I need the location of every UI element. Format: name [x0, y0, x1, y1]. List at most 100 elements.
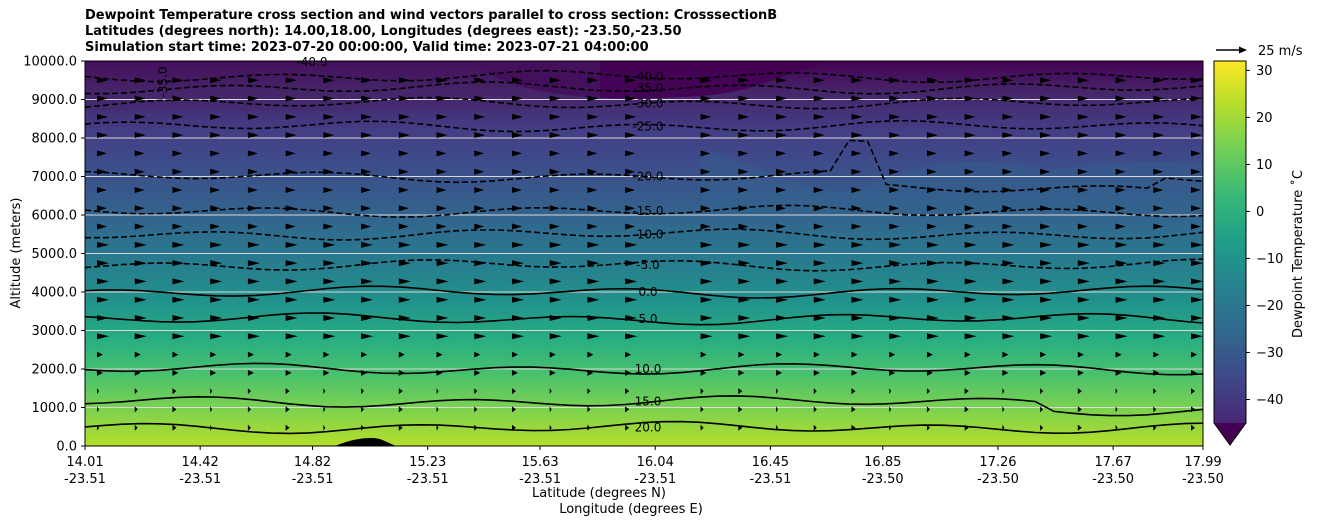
- y-tick-label: 0.0: [56, 440, 77, 455]
- dry-air-core: [470, 61, 830, 99]
- wind-vector: [587, 223, 598, 230]
- wind-vector: [813, 168, 824, 175]
- contour-line: [85, 312, 1203, 326]
- x-axis-label-2: Longitude (degrees E): [559, 502, 703, 517]
- wind-vector: [776, 296, 789, 303]
- wind-vector: [323, 296, 336, 303]
- wind-vector: [247, 168, 258, 175]
- wind-vector: [549, 406, 552, 413]
- wind-vector: [210, 77, 222, 84]
- wind-vector: [134, 333, 147, 340]
- wind-vector: [1077, 314, 1090, 321]
- wind-vector: [587, 260, 600, 267]
- wind-vector: [964, 150, 975, 157]
- wind-vector: [1115, 369, 1122, 376]
- wind-vector: [1040, 424, 1044, 431]
- wind-vector: [247, 205, 258, 212]
- wind-vector: [134, 241, 147, 248]
- contour-label: -20.0: [632, 170, 663, 184]
- wind-vector: [134, 95, 146, 102]
- wind-vector: [97, 186, 107, 193]
- wind-vector: [926, 424, 930, 431]
- wind-vector: [436, 186, 447, 193]
- wind-vector: [1115, 278, 1128, 285]
- wind-vector: [851, 241, 864, 248]
- wind-vector: [700, 314, 713, 321]
- wind-vector: [1191, 132, 1202, 139]
- contour-label: -10.0: [632, 227, 663, 241]
- wind-vector: [1040, 296, 1053, 303]
- x-tick-label-lon: -23.50: [977, 472, 1019, 487]
- wind-vector: [97, 223, 107, 230]
- wind-vector: [1153, 278, 1166, 285]
- wind-vector: [172, 223, 183, 230]
- wind-vector: [323, 351, 330, 358]
- wind-vector: [285, 77, 297, 84]
- wind-vector: [1002, 388, 1005, 395]
- wind-vector: [247, 296, 260, 303]
- wind-vector: [1191, 388, 1195, 395]
- wind-vector: [587, 406, 591, 413]
- wind-vector: [398, 241, 411, 248]
- wind-vector: [511, 168, 522, 175]
- wind-vector: [172, 260, 185, 267]
- wind-vector: [210, 388, 213, 395]
- wind-vector: [134, 278, 147, 285]
- contour-label: -5.0: [636, 258, 659, 272]
- wind-vector: [97, 351, 103, 358]
- wind-vector: [889, 113, 901, 120]
- wind-vector: [1153, 296, 1166, 303]
- wind-vector: [700, 95, 712, 102]
- y-axis-label: Altitude (meters): [9, 198, 24, 309]
- wind-vector: [210, 333, 223, 340]
- wind-vector: [474, 351, 481, 358]
- wind-vector: [1077, 223, 1088, 230]
- wind-vector: [398, 132, 410, 139]
- x-tick-label-lon: -23.51: [179, 472, 221, 487]
- wind-vector: [436, 113, 448, 120]
- wind-vector: [474, 333, 487, 340]
- wind-vector: [738, 186, 749, 193]
- wind-vector: [625, 241, 638, 248]
- wind-vector: [625, 77, 637, 84]
- x-tick-label-lat: 14.42: [182, 455, 219, 470]
- wind-vector: [1115, 95, 1127, 102]
- wind-vector: [361, 168, 372, 175]
- x-tick-label-lon: -23.50: [862, 472, 904, 487]
- contour-line: [85, 96, 1203, 110]
- y-tick-label: 9000.0: [32, 93, 78, 108]
- wind-vector: [851, 168, 862, 175]
- wind-vector: [889, 260, 902, 267]
- wind-vector: [738, 113, 750, 120]
- wind-vector: [511, 369, 518, 376]
- wind-vector: [1153, 132, 1165, 139]
- wind-vector: [776, 132, 788, 139]
- wind-vector: [587, 113, 599, 120]
- wind-vector: [587, 132, 599, 139]
- wind-vector: [738, 296, 751, 303]
- wind-vector: [889, 132, 901, 139]
- wind-vector: [1002, 333, 1015, 340]
- y-tick-label: 1000.0: [32, 401, 78, 416]
- wind-vector: [97, 314, 109, 321]
- wind-vector: [889, 186, 900, 193]
- wind-vector: [889, 406, 892, 413]
- wind-vector: [549, 333, 562, 340]
- wind-vector: [1077, 113, 1089, 120]
- wind-vector: [776, 424, 779, 431]
- wind-vector: [474, 260, 487, 267]
- wind-vector: [172, 388, 177, 395]
- colorbar-tick-label: 20: [1256, 111, 1273, 126]
- wind-vector: [1002, 186, 1013, 193]
- wind-vector: [172, 424, 177, 431]
- x-tick-label-lon: -23.51: [407, 472, 449, 487]
- wind-vector: [776, 388, 779, 395]
- wind-vector: [1153, 388, 1157, 395]
- x-tick-label-lon: -23.50: [1092, 472, 1134, 487]
- wind-vector: [549, 77, 561, 84]
- wind-vector: [700, 113, 712, 120]
- wind-vector: [926, 333, 939, 340]
- wind-vector: [361, 351, 368, 358]
- wind-vector: [625, 168, 636, 175]
- wind-vector: [926, 113, 938, 120]
